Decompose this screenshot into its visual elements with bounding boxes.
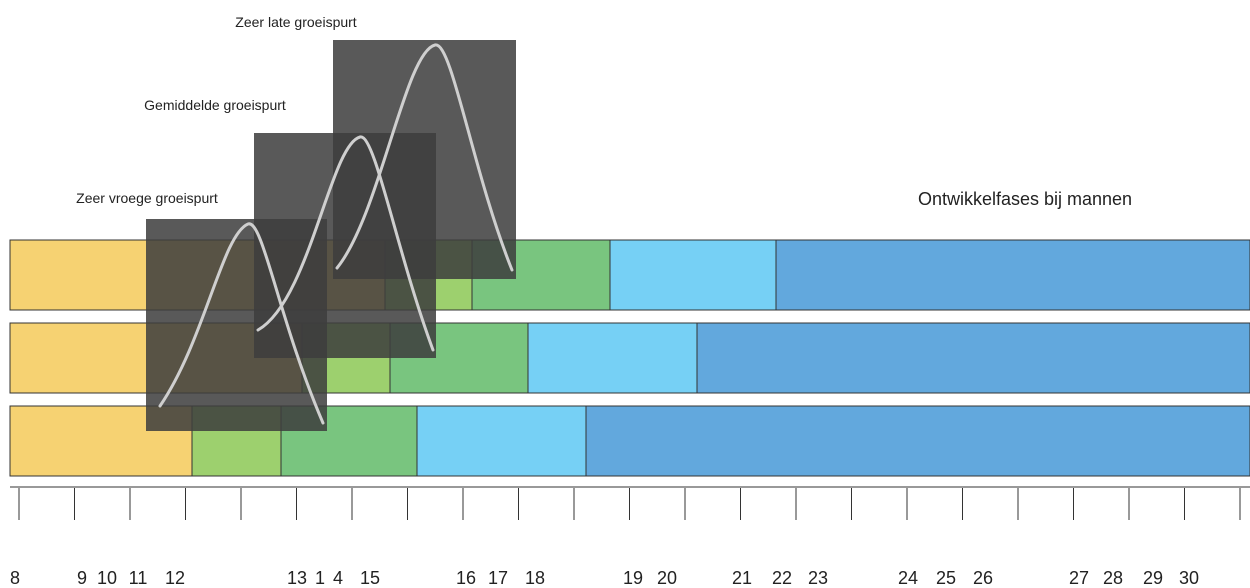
curve-average bbox=[256, 135, 435, 352]
tick-label: 12 bbox=[165, 568, 185, 588]
tick-label: 26 bbox=[973, 568, 993, 588]
tick-label: 29 bbox=[1143, 568, 1163, 588]
phase-4-segment bbox=[416, 405, 587, 477]
phase-5-segment bbox=[696, 322, 1250, 394]
tick-label: 17 bbox=[488, 568, 508, 588]
tick-label: 25 bbox=[936, 568, 956, 588]
tick-label: 24 bbox=[898, 568, 918, 588]
phase-4-segment bbox=[609, 239, 777, 311]
tick-label: 15 bbox=[360, 568, 380, 588]
tick-label: 20 bbox=[657, 568, 677, 588]
phase-5-segment bbox=[775, 239, 1250, 311]
curve-very-early bbox=[158, 222, 325, 425]
phase-4-segment bbox=[527, 322, 698, 394]
tick-label: 1 bbox=[315, 568, 325, 588]
tick-label: 9 bbox=[77, 568, 87, 588]
diagram-title: Ontwikkelfases bij mannen bbox=[918, 189, 1132, 209]
tick-label: 19 bbox=[623, 568, 643, 588]
tick-label: 30 bbox=[1179, 568, 1199, 588]
label-average-growth-spurt: Gemiddelde groeispurt bbox=[144, 97, 286, 113]
window-very-late bbox=[333, 40, 516, 279]
tick-label: 22 bbox=[772, 568, 792, 588]
tick-label: 8 bbox=[10, 568, 20, 588]
tick-label: 28 bbox=[1103, 568, 1123, 588]
tick-label: 10 bbox=[97, 568, 117, 588]
curve-very-late bbox=[335, 43, 514, 272]
axis-ticks bbox=[18, 488, 1241, 520]
tick-label: 16 bbox=[456, 568, 476, 588]
label-very-late-growth-spurt: Zeer late groeispurt bbox=[235, 14, 357, 30]
tick-label: 18 bbox=[525, 568, 545, 588]
phase-5-segment bbox=[585, 405, 1250, 477]
tick-label: 13 bbox=[287, 568, 307, 588]
label-very-early-growth-spurt: Zeer vroege groeispurt bbox=[76, 190, 218, 206]
tick-label: 27 bbox=[1069, 568, 1089, 588]
tick-label: 11 bbox=[129, 568, 148, 588]
tick-label: 23 bbox=[808, 568, 828, 588]
axis-tick-labels: 8 9 10 11 12 13 1 4 15 16 17 18 19 20 21 22 23 24 25 26 27 28… bbox=[10, 568, 1199, 588]
age-axis: 8 9 10 11 12 13 1 4 15 16 17 18 19 20 21 22 23 24 25 26 27 28… bbox=[10, 486, 1250, 588]
tick-label: 4 bbox=[333, 568, 343, 588]
tick-label: 21 bbox=[732, 568, 752, 588]
